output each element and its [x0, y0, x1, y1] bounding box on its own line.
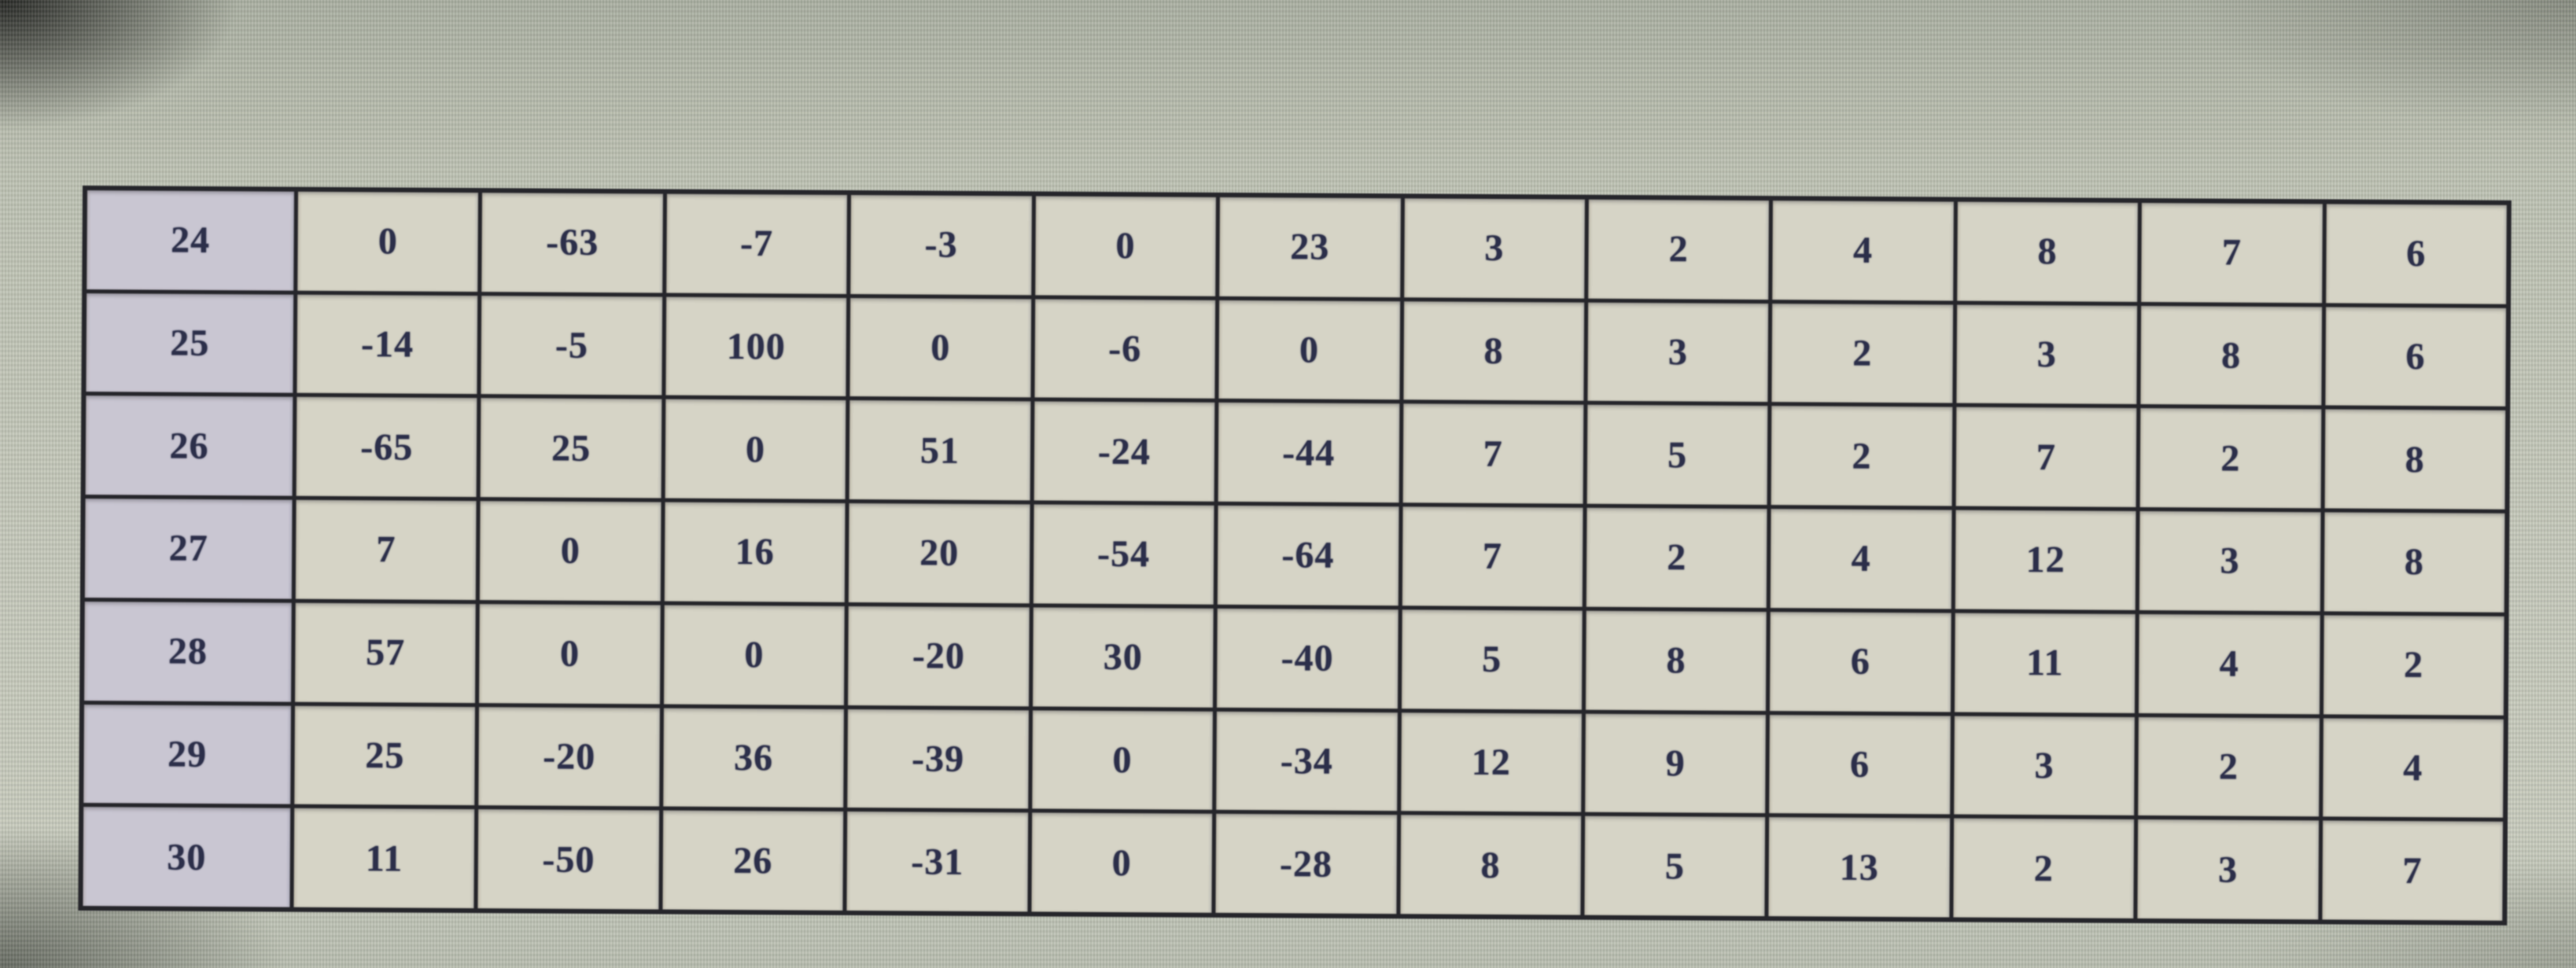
table-cell: -63	[481, 193, 663, 293]
table-cell: 2	[1586, 507, 1767, 608]
table-cell: 3	[1956, 304, 2138, 405]
table-cell: 8	[1399, 815, 1582, 915]
table-cell: -6	[1034, 299, 1216, 399]
table-cell: -28	[1215, 814, 1397, 915]
table-cell: 9	[1585, 713, 1767, 814]
table-cell: 0	[663, 605, 846, 705]
table-cell: 2	[2138, 716, 2320, 817]
table-cell: 11	[293, 808, 475, 909]
table-cell: 0	[1034, 196, 1217, 296]
row-header-cell: 24	[87, 190, 294, 291]
table-cell: -44	[1218, 403, 1399, 503]
table-cell: -24	[1034, 401, 1215, 502]
table-cell: 8	[2324, 409, 2506, 510]
table-cell: 4	[1772, 201, 1954, 301]
table-cell: 3	[2137, 819, 2319, 920]
row-header-cell: 29	[83, 704, 291, 804]
table-cell: 7	[295, 499, 477, 600]
table-cell: 6	[2325, 204, 2507, 304]
row-header-cell: 28	[84, 601, 292, 702]
table-cell: 2	[1771, 406, 1953, 506]
table-cell: 12	[1400, 712, 1582, 812]
table-cell: -64	[1217, 505, 1399, 606]
table-cell: 8	[1402, 300, 1585, 402]
table-cell: 2	[2139, 408, 2321, 509]
table-cell: -65	[296, 397, 477, 498]
table-cell: 30	[1032, 607, 1214, 708]
table-cell: 8	[1956, 201, 2139, 302]
table-cell: -5	[481, 295, 662, 396]
table-cell: 3	[1403, 198, 1585, 299]
table-cell: 6	[2324, 307, 2507, 407]
table-cell: 36	[663, 708, 845, 808]
table-cell: 2	[2323, 615, 2504, 716]
table-cell: 4	[2139, 613, 2320, 714]
table-cell: 0	[479, 603, 661, 705]
table-cell: 6	[1769, 714, 1951, 815]
table-cell: -40	[1217, 608, 1399, 709]
table-cell: 5	[1401, 609, 1583, 710]
table-cell: 2	[1953, 818, 2135, 918]
table-cell: 0	[1218, 300, 1400, 400]
table-cell: 8	[1585, 610, 1767, 711]
table-cell: 0	[665, 399, 846, 500]
table-cell: 25	[294, 705, 476, 806]
table-cell: 7	[2141, 202, 2323, 304]
table-cell: 11	[1954, 613, 2136, 713]
table-cell: 3	[1587, 302, 1769, 403]
table-cell: 7	[1402, 403, 1584, 504]
table-cell: 5	[1584, 815, 1766, 917]
table-cell: -50	[477, 809, 659, 910]
table-cell: 0	[1031, 812, 1213, 913]
table-cell: 0	[297, 191, 479, 292]
table-cell: 0	[849, 297, 1031, 398]
table-cell: 8	[2324, 512, 2505, 613]
table-cell: 0	[480, 501, 662, 602]
table-cell: 6	[1770, 611, 1951, 712]
table-cell: 26	[662, 810, 844, 911]
table-cell: 23	[1219, 197, 1401, 297]
table-cell: 7	[1402, 506, 1583, 607]
table-cell: 51	[849, 400, 1031, 501]
table-cell: 57	[294, 602, 477, 703]
data-table: 24 0 -63 -7 -3 0 23 3 2 4 8 7 6 25 -14 -5 100 0 -6 0 8 3 2 3 8 6 2…	[78, 186, 2512, 926]
table-cell: 100	[665, 296, 847, 397]
table-cell: 7	[1955, 407, 2137, 508]
table-cell: 13	[1768, 817, 1950, 918]
table-container: 24 0 -63 -7 -3 0 23 3 2 4 8 7 6 25 -14 -5 100 0 -6 0 8 3 2 3 8 6 2…	[78, 186, 2512, 926]
table-cell: 16	[664, 502, 846, 602]
table-cell: -14	[297, 294, 478, 395]
table-cell: -31	[846, 812, 1028, 912]
table-cell: -54	[1033, 504, 1214, 605]
table-cell: -20	[478, 706, 660, 807]
table-cell: -20	[848, 605, 1030, 706]
table-cell: 4	[1771, 509, 1952, 609]
row-header-cell: 26	[85, 396, 293, 496]
table-cell: 5	[1587, 405, 1768, 506]
row-header-cell: 25	[86, 293, 294, 394]
table-cell: 3	[1953, 716, 2136, 816]
table-cell: 12	[1955, 510, 2136, 610]
table-cell: -34	[1216, 711, 1398, 812]
table-cell: 7	[2321, 820, 2504, 921]
table-cell: 8	[2140, 305, 2322, 406]
table-cell: 25	[480, 398, 662, 499]
row-header-cell: 27	[84, 499, 293, 599]
table-cell: -39	[847, 709, 1029, 809]
table-cell: 3	[2139, 511, 2321, 612]
table-cell: 0	[1031, 709, 1214, 811]
table-cell: 2	[1588, 199, 1770, 300]
table-cell: 4	[2322, 717, 2504, 819]
table-cell: 20	[849, 503, 1030, 604]
table-cell: -7	[666, 193, 848, 294]
row-header-cell: 30	[83, 807, 291, 907]
table-cell: -3	[850, 194, 1032, 296]
table-cell: 2	[1771, 303, 1953, 403]
